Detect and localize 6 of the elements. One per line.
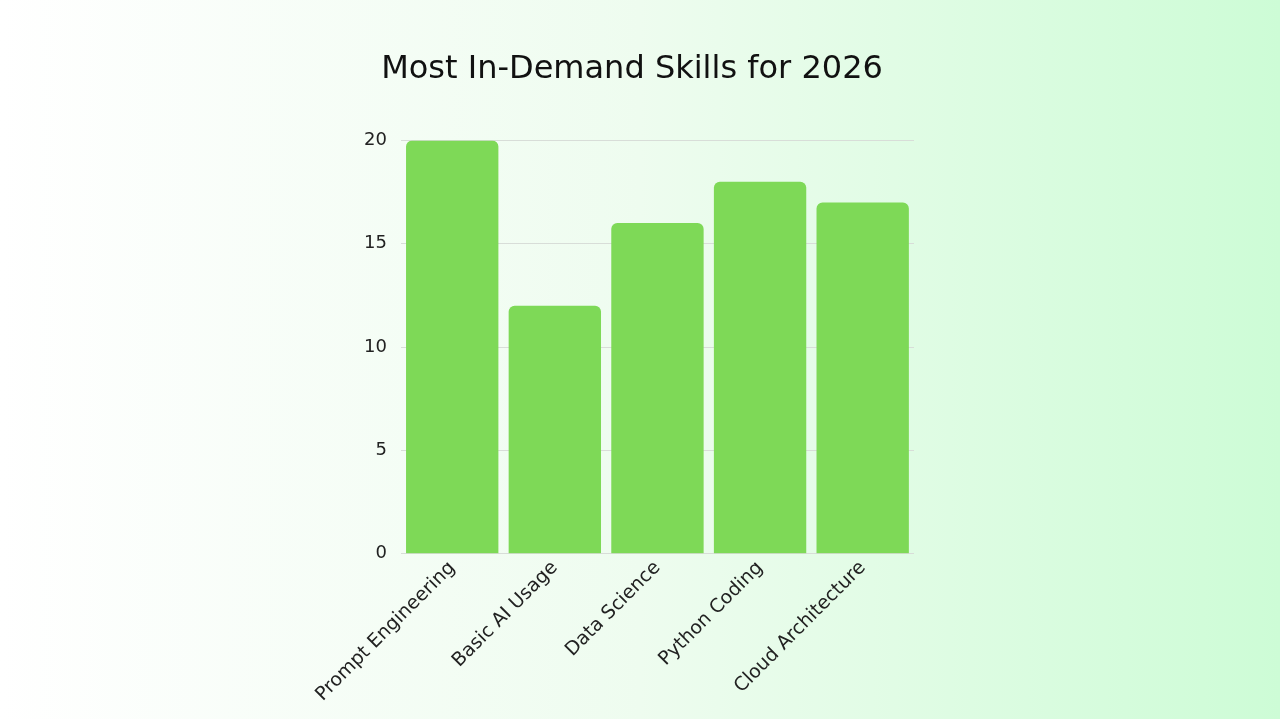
y-tick-label: 15 (364, 231, 387, 253)
chart-title: Most In-Demand Skills for 2026 (381, 47, 883, 86)
y-tick-label: 5 (375, 438, 387, 460)
y-tick-label: 10 (364, 334, 387, 356)
y-tick-label: 20 (364, 128, 387, 150)
y-tick-label: 0 (375, 541, 387, 563)
